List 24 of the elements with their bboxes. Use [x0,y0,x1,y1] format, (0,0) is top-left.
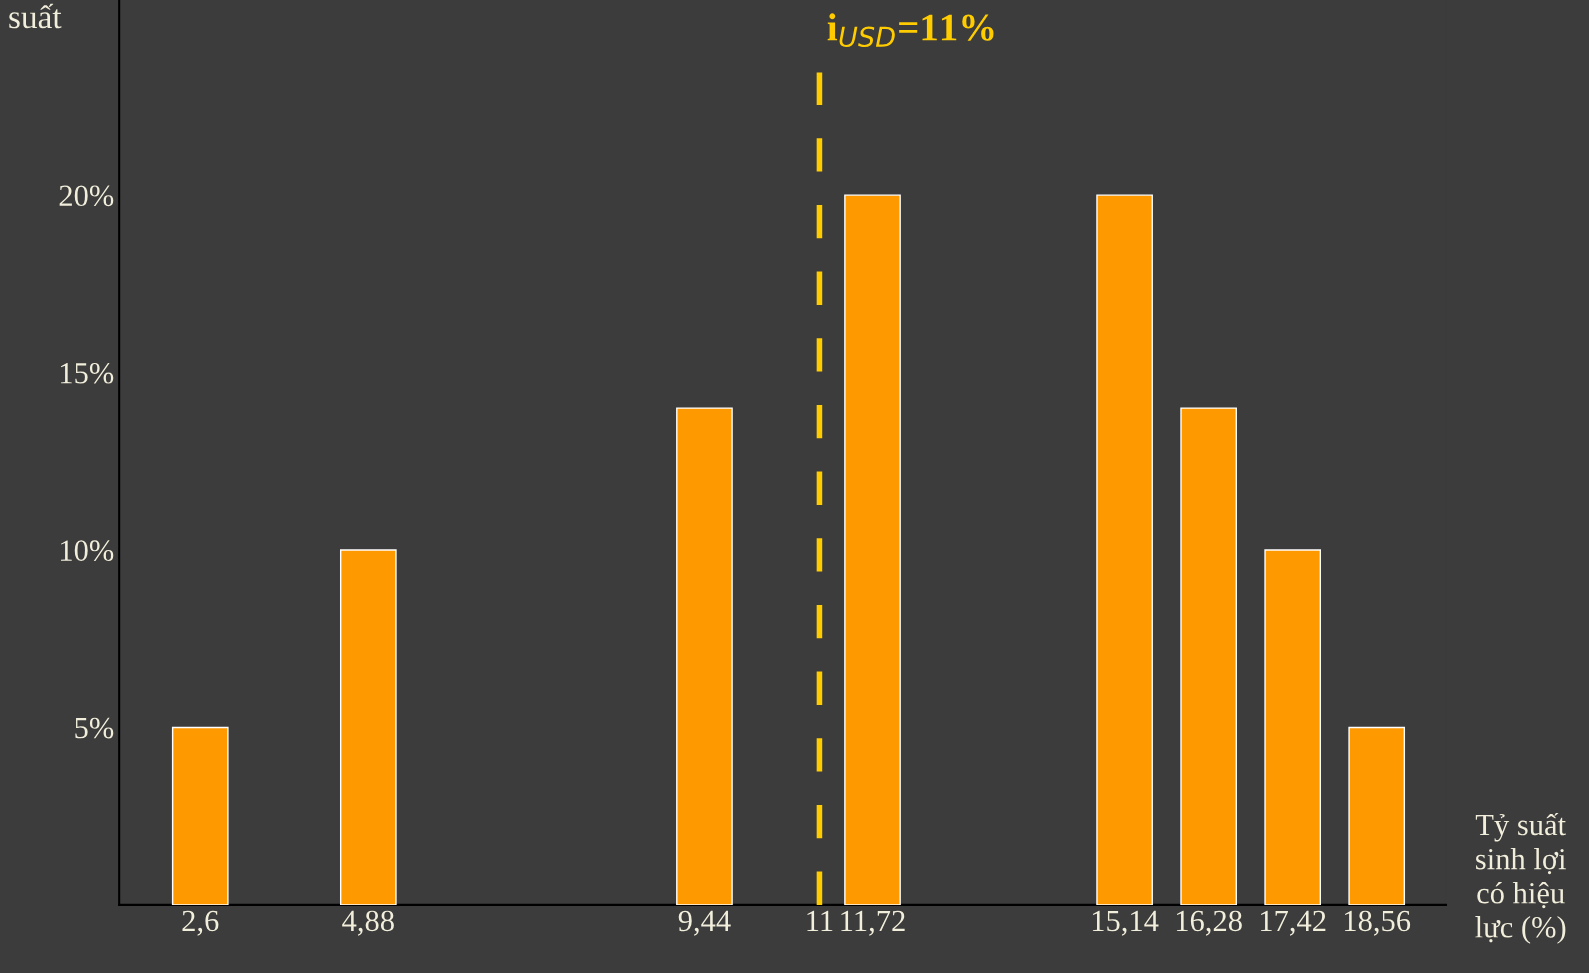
x-tick-label: 11 [807,910,833,931]
y-axis-title: suất [9,3,62,29]
x-tick-label: 2,6 [182,910,219,936]
bar [1096,194,1153,905]
bar [171,726,229,905]
y-tick-label: 20% [59,185,114,207]
bar [676,407,733,905]
bar [1180,407,1237,905]
y-tick-label: 5% [75,717,114,739]
x-tick-label: 16,28 [1176,910,1242,936]
x-tick-label: 15,14 [1092,910,1159,936]
ref-line-label: i$_{USD}$=11% [827,13,994,48]
bar [1348,726,1406,905]
y-tick-label: 15% [60,362,114,384]
y-tick-label: 10% [60,540,114,562]
x-tick-label: 18,56 [1345,910,1411,936]
x-tick-label: 17,42 [1260,910,1326,936]
x-tick-label: 9,44 [678,910,731,936]
bar [339,549,397,905]
x-tick-label: 4,88 [342,910,394,936]
x-axis-title: Tỷ suất sinh lợi có hiệu lực (%) [1475,812,1566,944]
bar [844,194,901,905]
x-tick-label: 11,72 [841,910,905,936]
bar [1264,549,1322,905]
